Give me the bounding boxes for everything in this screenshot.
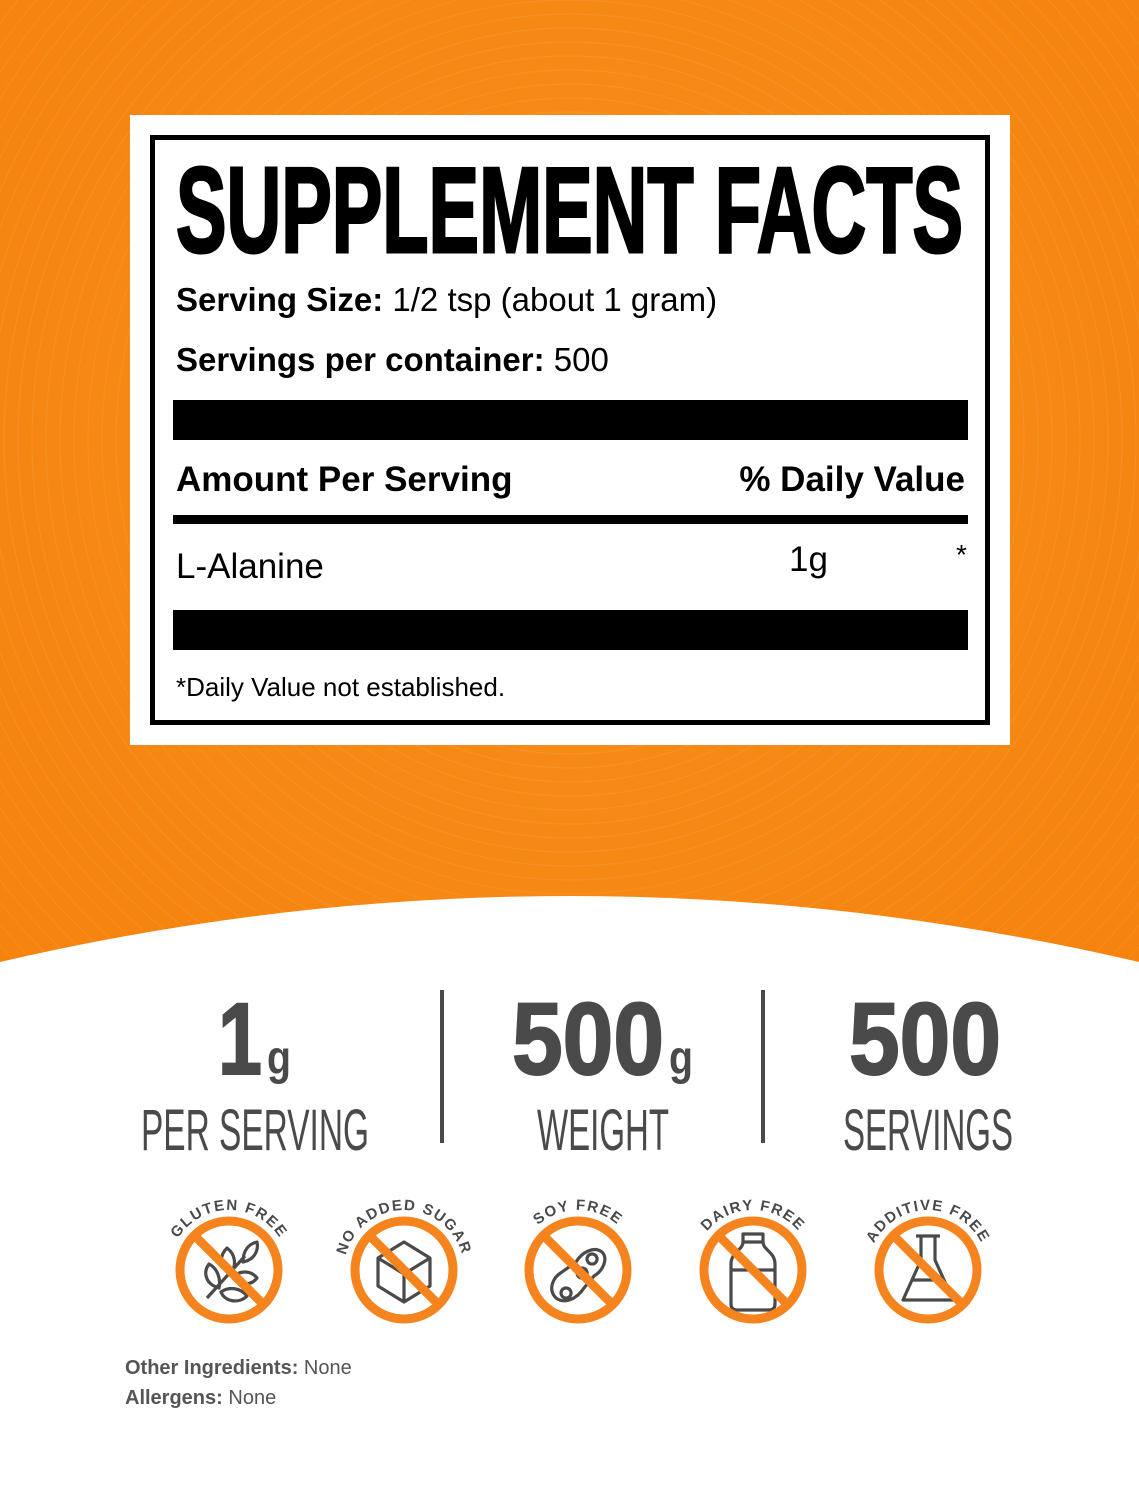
- stat-label: SERVINGS: [843, 1098, 1013, 1163]
- svg-text:SUPPLEMENT FACTS: SUPPLEMENT FACTS: [176, 163, 963, 258]
- stat-value: 500: [512, 982, 664, 1096]
- ingredient-dv: *: [956, 539, 967, 570]
- ingredient-name: L-Alanine: [176, 547, 324, 586]
- badge-label: DAIRY FREE: [698, 1197, 809, 1235]
- soybean-icon: [550, 1248, 607, 1303]
- supplement-facts-border: [150, 135, 990, 725]
- allergens-value: None: [228, 1387, 277, 1409]
- badge-dairy-free: DAIRY FREE: [698, 1197, 809, 1324]
- wheat-icon: [204, 1240, 259, 1303]
- amount-per-serving-header: Amount Per Serving: [176, 460, 513, 499]
- serving-size-label: Serving Size:: [176, 281, 384, 318]
- supplement-facts-panel: SUPPLEMENT FACTS Serving Size: 1/2 tsp (…: [130, 115, 1010, 745]
- prohibited-slash-icon: [889, 1231, 967, 1309]
- prohibited-slash-icon: [190, 1231, 268, 1309]
- dietary-badges: GLUTEN FREE NO ADDED SUGAR SOY FREE DAIRY F…: [167, 1197, 992, 1324]
- stat-0: 1 g PER SERVING: [141, 981, 369, 1163]
- badge-soy-free: SOY FREE: [524, 1197, 632, 1324]
- badge-additive-free: ADDITIVE FREE: [863, 1197, 992, 1324]
- prohibited-circle-icon: [524, 1216, 632, 1324]
- prohibited-circle-icon: [874, 1216, 982, 1324]
- other-ingredients: Other Ingredients: None: [125, 1357, 352, 1380]
- prohibited-circle-icon: [350, 1216, 458, 1324]
- daily-value-header: % Daily Value: [739, 460, 965, 499]
- serving-size-value: 1/2 tsp (about 1 gram): [392, 281, 718, 318]
- stat-divider: [761, 990, 765, 1143]
- allergens-label: Allergens:: [125, 1387, 223, 1409]
- servings-value: 500: [553, 341, 609, 378]
- stat-unit: g: [267, 1032, 291, 1085]
- stat-value: 500: [849, 982, 1001, 1096]
- servings-label: Servings per container:: [176, 341, 545, 378]
- stat-label: PER SERVING: [141, 1098, 369, 1163]
- other-ingredients-label: Other Ingredients:: [125, 1357, 299, 1379]
- allergens: Allergens: None: [125, 1387, 276, 1410]
- footnote: *Daily Value not established.: [176, 672, 506, 702]
- prohibited-circle-icon: [699, 1216, 807, 1324]
- badge-label: NO ADDED SUGAR: [333, 1197, 475, 1257]
- badge-gluten-free: GLUTEN FREE: [167, 1197, 289, 1324]
- servings-per-container: Servings per container: 500: [176, 341, 609, 379]
- stat-divider: [440, 990, 444, 1143]
- thick-divider-bottom: [173, 610, 968, 650]
- supplement-facts-title: SUPPLEMENT FACTS: [176, 163, 965, 258]
- stat-value: 1: [218, 982, 262, 1096]
- other-ingredients-value: None: [303, 1357, 352, 1379]
- prohibited-slash-icon: [714, 1231, 792, 1309]
- prohibited-slash-icon: [365, 1231, 443, 1309]
- ingredient-amount: 1g: [789, 540, 828, 579]
- prohibited-circle-icon: [175, 1216, 283, 1324]
- thick-divider: [173, 400, 968, 440]
- badge-no-added-sugar: NO ADDED SUGAR: [333, 1197, 475, 1324]
- divider: [173, 515, 968, 524]
- stat-label: WEIGHT: [537, 1098, 669, 1163]
- serving-size: Serving Size: 1/2 tsp (about 1 gram): [176, 281, 717, 319]
- stat-unit: g: [669, 1032, 693, 1085]
- prohibited-slash-icon: [539, 1231, 617, 1309]
